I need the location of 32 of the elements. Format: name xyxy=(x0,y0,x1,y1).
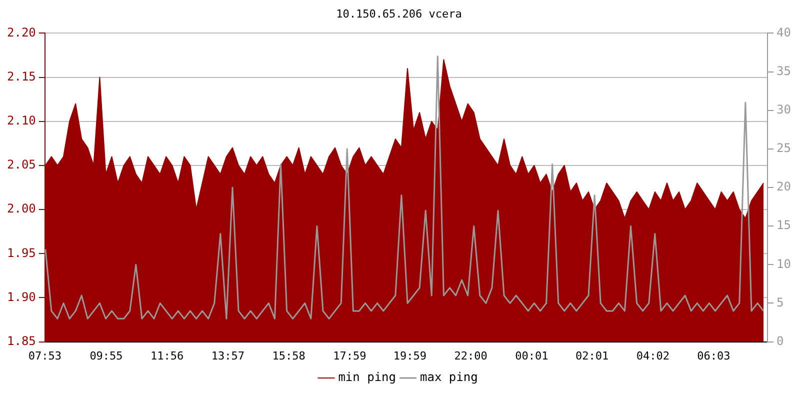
y2-tick-label: 15 xyxy=(776,218,792,232)
y2-tick-label: 25 xyxy=(776,141,792,156)
x-tick-label: 06:03 xyxy=(697,349,730,362)
x-tick-label: 17:59 xyxy=(333,349,366,362)
y-tick-label: 2.05 xyxy=(6,158,36,172)
y2-tick-label: 20 xyxy=(776,180,792,194)
x-tick-label: 15:58 xyxy=(272,349,306,362)
x-tick-label: 19:59 xyxy=(393,349,427,362)
x-tick-label: 07:53 xyxy=(28,349,62,362)
y2-tick-label: 40 xyxy=(776,25,792,40)
y2-tick-label: 10 xyxy=(776,256,792,271)
x-tick-label: 13:57 xyxy=(211,349,245,362)
y2-tick-label: 5 xyxy=(776,295,784,310)
y-tick-label: 2.20 xyxy=(6,25,36,40)
x-tick-label: 00:01 xyxy=(515,349,548,362)
y-tick-label: 1.95 xyxy=(6,246,36,260)
y-tick-label: 1.85 xyxy=(6,334,36,348)
y-tick-label: 2.00 xyxy=(6,202,36,216)
legend-label: max ping xyxy=(420,370,478,384)
x-tick-label: 09:55 xyxy=(90,349,123,362)
x-tick-label: 22:00 xyxy=(454,349,488,362)
y-tick-label: 1.90 xyxy=(6,290,36,304)
y-tick-label: 2.15 xyxy=(6,69,36,84)
x-tick-label: 04:02 xyxy=(636,349,670,362)
y-tick-label: 2.10 xyxy=(6,113,36,128)
y2-tick-label: 0 xyxy=(776,334,784,348)
legend-label: min ping xyxy=(338,370,396,384)
x-tick-label: 11:56 xyxy=(150,349,184,362)
x-tick-label: 02:01 xyxy=(575,349,609,362)
y2-tick-label: 30 xyxy=(776,102,792,116)
chart-title: 10.150.65.206 vcera xyxy=(336,7,462,20)
y2-tick-label: 35 xyxy=(776,64,792,78)
